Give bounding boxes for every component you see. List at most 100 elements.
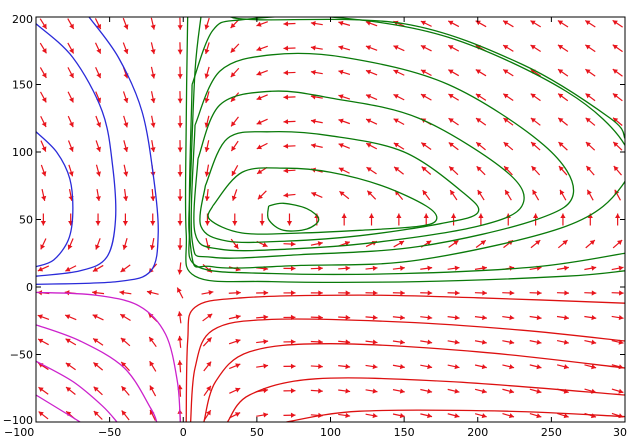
vector-arrow	[177, 66, 183, 79]
vector-arrow	[93, 410, 103, 420]
vector-arrow	[40, 213, 46, 226]
y-axis-ticks: −100 −50 0 50 100 150 200	[3, 13, 625, 427]
vector-arrow	[474, 290, 487, 296]
vector-arrow	[447, 339, 460, 345]
vector-arrow	[392, 413, 405, 419]
vector-arrow	[447, 290, 460, 296]
vector-arrow	[204, 140, 210, 153]
vector-arrow	[230, 140, 239, 152]
vector-arrow	[448, 166, 459, 176]
vector-arrow	[477, 189, 485, 201]
vector-arrow	[67, 238, 74, 250]
vector-arrow	[123, 115, 129, 128]
vector-arrow	[92, 337, 104, 346]
trajectory-curve	[36, 131, 74, 268]
vector-arrow	[584, 364, 597, 370]
vector-arrow	[502, 290, 515, 296]
vector-arrow	[95, 66, 102, 79]
vector-arrow	[338, 94, 351, 100]
trajectory-curve	[189, 318, 625, 422]
vector-arrow	[584, 290, 597, 296]
vector-arrow	[39, 91, 47, 103]
vector-arrow	[94, 42, 102, 54]
vector-arrow	[532, 189, 540, 201]
vector-arrow	[95, 140, 101, 152]
x-tick-label: 200	[467, 426, 488, 439]
vector-arrow	[338, 118, 351, 125]
vector-arrow	[177, 237, 183, 250]
vector-arrow	[449, 189, 458, 201]
trajectory-curves	[36, 17, 625, 422]
vector-arrow	[310, 241, 323, 247]
vector-arrow	[338, 265, 351, 271]
vector-arrow	[177, 164, 183, 177]
x-tick-label: 100	[320, 426, 341, 439]
trajectory-curve	[36, 394, 81, 422]
vector-arrow	[230, 67, 240, 78]
vector-arrow	[256, 118, 268, 125]
vector-arrow	[149, 409, 156, 421]
vector-arrow	[230, 238, 239, 250]
vector-arrow	[365, 363, 378, 370]
vector-arrow	[310, 388, 323, 394]
vector-arrow	[611, 290, 624, 296]
vector-arrow	[338, 314, 351, 321]
vector-arrow	[37, 314, 50, 321]
trajectory-curve	[193, 90, 525, 252]
vector-arrow	[256, 69, 268, 76]
vector-arrow	[230, 43, 240, 53]
trajectory-curve	[207, 167, 438, 235]
vector-arrow	[447, 20, 460, 28]
vector-arrow	[612, 19, 623, 28]
vector-arrow	[41, 189, 47, 202]
vector-arrow	[338, 290, 351, 296]
vector-arrow	[283, 143, 296, 149]
vector-arrow	[149, 237, 156, 250]
vector-arrow	[503, 141, 514, 151]
vector-arrow	[283, 339, 296, 345]
vector-arrow	[393, 166, 404, 175]
trajectory-curve	[190, 52, 575, 259]
vector-arrow	[475, 239, 487, 249]
vector-arrow	[93, 386, 103, 396]
vector-arrow	[95, 164, 101, 177]
vector-arrow	[202, 313, 213, 322]
vector-arrow	[529, 388, 542, 394]
vector-arrow	[122, 17, 129, 30]
vector-arrow	[556, 290, 569, 296]
vector-arrow	[365, 20, 378, 27]
vector-arrow	[558, 141, 568, 151]
vector-arrow	[421, 166, 432, 175]
vector-arrow	[67, 18, 75, 30]
trajectory-curve	[199, 131, 480, 244]
vector-arrow	[556, 364, 569, 370]
vector-arrow	[420, 388, 433, 394]
vector-arrow	[447, 265, 460, 271]
vector-arrow	[37, 338, 49, 346]
vector-arrow	[420, 314, 433, 321]
trajectory-curve	[185, 294, 625, 422]
trajectory-curve	[230, 17, 625, 139]
vector-arrow	[531, 165, 541, 176]
vector-arrow	[286, 213, 293, 226]
vector-arrow	[204, 189, 210, 202]
vector-arrow	[177, 360, 183, 373]
vector-arrow	[338, 45, 351, 51]
vector-arrow	[611, 265, 624, 271]
vector-arrow	[150, 115, 156, 128]
vector-arrow	[257, 190, 267, 200]
vector-arrow	[256, 363, 269, 369]
vector-arrow	[474, 265, 487, 271]
vector-arrow	[68, 164, 74, 177]
vector-arrow	[283, 168, 296, 174]
vector-arrow	[256, 21, 268, 27]
vector-arrow	[283, 412, 296, 418]
vector-arrow	[65, 265, 77, 272]
vector-arrow	[177, 335, 183, 348]
vector-arrow	[585, 165, 595, 176]
y-tick-label: −50	[10, 349, 33, 362]
vector-arrow	[283, 70, 296, 76]
vector-arrow	[420, 93, 432, 101]
vector-arrow	[502, 315, 515, 321]
